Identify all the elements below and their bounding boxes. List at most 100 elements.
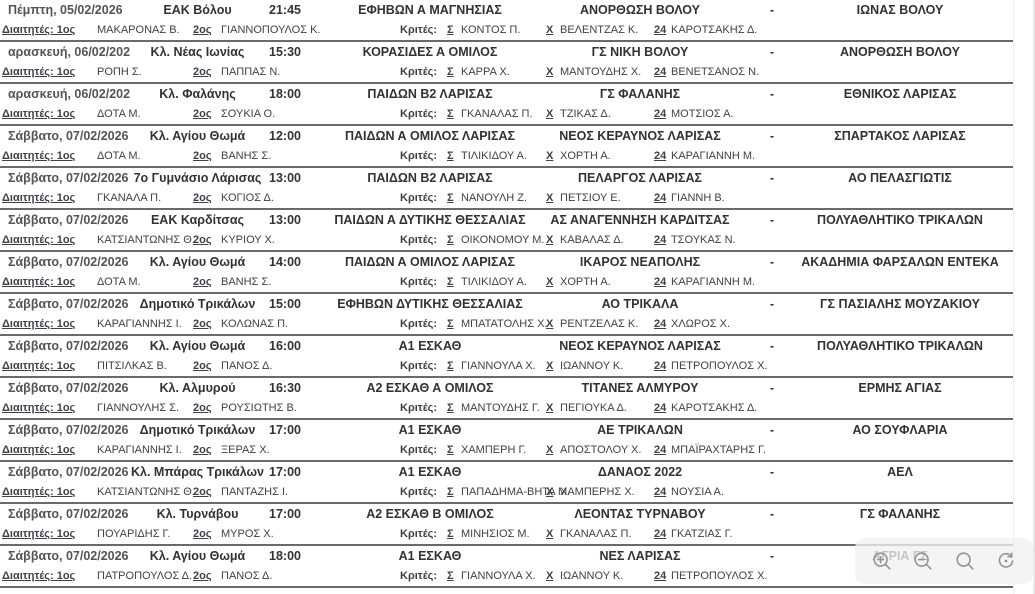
game-venue: ΕΑΚ Βόλου: [163, 3, 232, 17]
referees-label: Διαιτητές: 1ος: [2, 528, 76, 540]
referee-1-name: ΡΟΠΗ Σ.: [97, 66, 142, 78]
scorer-name: ΠΑΠΑΔΗΜΑ-ΒΗΤΑ Μ.: [461, 486, 571, 498]
second-ref-label: 2ος: [193, 360, 212, 372]
shot-clock-operator-name: ΠΕΤΡΟΠΟΥΛΟΣ Χ.: [671, 360, 768, 372]
referees-label: Διαιτητές: 1ος: [2, 360, 76, 372]
game-date: αρασκευή, 06/02/202: [8, 45, 131, 59]
referee-2-name: ΚΟΛΩΝΑΣ Π.: [221, 318, 289, 330]
game-time: 15:30: [269, 45, 301, 59]
referee-2-name: ΚΟΓΙΟΣ Δ.: [221, 192, 274, 204]
table-officials-label: Κριτές:: [400, 318, 438, 330]
vs-dash: -: [769, 381, 775, 395]
game-row: Σάββατο, 07/02/2026 Κλ. Αγίου Θωμά 14:00…: [0, 252, 1013, 294]
scorer-marker: Σ: [447, 234, 454, 246]
referee-2-name: ΠΑΝΟΣ Δ.: [221, 570, 273, 582]
vs-dash: -: [769, 129, 775, 143]
vs-dash: -: [769, 507, 775, 521]
table-officials-label: Κριτές:: [400, 192, 438, 204]
referee-1-name: ΔΟΤΑ Μ.: [97, 276, 141, 288]
shot-clock-marker: 24: [654, 360, 667, 372]
game-category: ΕΦΗΒΩΝ Α ΜΑΓΝΗΣΙΑΣ: [358, 3, 502, 17]
game-category: Α1 ΕΣΚΑΘ: [398, 465, 462, 479]
rotate-icon: [998, 552, 1014, 568]
referee-1-name: ΓΚΑΝΑΛΑ Π.: [97, 192, 162, 204]
game-time: 16:30: [269, 381, 301, 395]
scorer-name: ΜΙΝΗΣΙΟΣ Μ.: [461, 528, 530, 540]
timer-marker: Χ: [546, 402, 554, 414]
game-category: ΠΑΙΔΩΝ Α ΔΥΤΙΚΗΣ ΘΕΣΣΑΛΙΑΣ: [334, 213, 526, 227]
game-date: Σάββατο, 07/02/2026: [8, 381, 129, 395]
game-category: ΕΦΗΒΩΝ ΔΥΤΙΚΗΣ ΘΕΣΣΑΛΙΑΣ: [337, 297, 523, 311]
referee-2-name: ΒΑΝΗΣ Σ.: [221, 150, 272, 162]
home-team: ΤΙΤΑΝΕΣ ΑΛΜΥΡΟΥ: [581, 381, 699, 395]
away-team: ΑΕΛ: [887, 465, 913, 479]
referee-2-name: ΒΑΝΗΣ Σ.: [221, 276, 272, 288]
home-team: ΑΟ ΤΡΙΚΑΛΑ: [601, 297, 679, 311]
scorer-marker: Σ: [447, 402, 454, 414]
zoom-out-button[interactable]: [910, 548, 936, 574]
game-date: Πέμπτη, 05/02/2026: [8, 3, 123, 17]
shot-clock-operator-name: ΚΑΡΑΓΙΑΝΝΗ Μ.: [671, 276, 756, 288]
scorer-marker: Σ: [447, 66, 454, 78]
referees-label: Διαιτητές: 1ος: [2, 24, 76, 36]
scorer-name: ΜΠΑΤΑΤΟΛΗΣ Χ.: [461, 318, 548, 330]
shot-clock-marker: 24: [654, 528, 667, 540]
second-ref-label: 2ος: [193, 234, 212, 246]
game-time: 15:00: [269, 297, 301, 311]
game-venue: Κλ. Τυρνάβου: [156, 507, 239, 521]
game-date: Σάββατο, 07/02/2026: [8, 339, 129, 353]
viewer-toolbar: [855, 538, 1033, 584]
away-team: ΓΣ ΦΑΛΑΝΗΣ: [859, 507, 941, 521]
game-date: Σάββατο, 07/02/2026: [8, 255, 129, 269]
game-date: αρασκευή, 06/02/202: [8, 87, 131, 101]
timer-marker: Χ: [546, 318, 554, 330]
game-date: Σάββατο, 07/02/2026: [8, 423, 129, 437]
second-ref-label: 2ος: [193, 192, 212, 204]
shot-clock-marker: 24: [654, 444, 667, 456]
second-ref-label: 2ος: [193, 150, 212, 162]
game-venue: Κλ. Αγίου Θωμά: [149, 255, 246, 269]
referee-1-name: ΚΑΡΑΓΙΑΝΝΗΣ Ι.: [97, 318, 182, 330]
scorer-name: ΜΑΝΤΟΥΔΗΣ Γ.: [461, 402, 540, 414]
game-row: Σάββατο, 07/02/2026 ΕΑΚ Καρδίτσας 13:00 …: [0, 210, 1013, 252]
game-time: 18:00: [269, 87, 301, 101]
timekeeper-name: ΓΚΑΝΑΛΑΣ Π.: [560, 528, 632, 540]
home-team: ΝΕΟΣ ΚΕΡΑΥΝΟΣ ΛΑΡΙΣΑΣ: [559, 129, 721, 143]
second-ref-label: 2ος: [193, 318, 212, 330]
scorer-name: ΧΑΜΠΕΡΗ Γ.: [461, 444, 527, 456]
table-officials-label: Κριτές:: [400, 234, 438, 246]
rotate-button[interactable]: [993, 548, 1019, 574]
referees-label: Διαιτητές: 1ος: [2, 192, 76, 204]
vs-dash: -: [769, 549, 775, 563]
referees-label: Διαιτητές: 1ος: [2, 276, 76, 288]
game-date: Σάββατο, 07/02/2026: [8, 465, 129, 479]
game-time: 12:00: [269, 129, 301, 143]
zoom-in-button[interactable]: [869, 548, 895, 574]
referee-2-name: ΠΑΠΠΑΣ Ν.: [221, 66, 281, 78]
timekeeper-name: ΧΟΡΤΗ Α.: [560, 150, 611, 162]
search-button[interactable]: [952, 548, 978, 574]
referees-label: Διαιτητές: 1ος: [2, 234, 76, 246]
timekeeper-name: ΠΕΤΣΙΟΥ Ε.: [560, 192, 621, 204]
home-team: ΑΝΟΡΘΩΣΗ ΒΟΛΟΥ: [580, 3, 700, 17]
home-team: ΑΣ ΑΝΑΓΕΝΝΗΣΗ ΚΑΡΔΙΤΣΑΣ: [550, 213, 730, 227]
vs-dash: -: [769, 423, 775, 437]
referee-2-name: ΠΑΝΟΣ Δ.: [221, 360, 273, 372]
referee-1-name: ΠΟΥΑΡΙΔΗΣ Γ.: [97, 528, 171, 540]
timekeeper-name: ΡΕΝΤΖΕΛΑΣ Κ.: [560, 318, 639, 330]
referee-1-name: ΠΑΤΡΟΠΟΥΛΟΣ Δ.: [97, 570, 193, 582]
scorer-marker: Σ: [447, 318, 454, 330]
game-row: Πέμπτη, 05/02/2026 ΕΑΚ Βόλου 21:45 ΕΦΗΒΩ…: [0, 0, 1013, 42]
game-row: αρασκευή, 06/02/202 Κλ. Νέας Ιωνίας 15:3…: [0, 42, 1013, 84]
scorer-marker: Σ: [447, 570, 454, 582]
table-officials-label: Κριτές:: [400, 402, 438, 414]
vs-dash: -: [769, 465, 775, 479]
shot-clock-marker: 24: [654, 150, 667, 162]
game-venue: Δημοτικό Τρικάλων: [139, 423, 256, 437]
game-row: Σάββατο, 07/02/2026 Δημοτικό Τρικάλων 17…: [0, 420, 1013, 462]
game-row: Σάββατο, 07/02/2026 7ο Γυμνάσιο Λάρισας …: [0, 168, 1013, 210]
table-officials-label: Κριτές:: [400, 66, 438, 78]
away-team: ΑΚΑΔΗΜΙΑ ΦΑΡΣΑΛΩΝ ΕΝΤΕΚΑ: [801, 255, 999, 269]
table-officials-label: Κριτές:: [400, 570, 438, 582]
